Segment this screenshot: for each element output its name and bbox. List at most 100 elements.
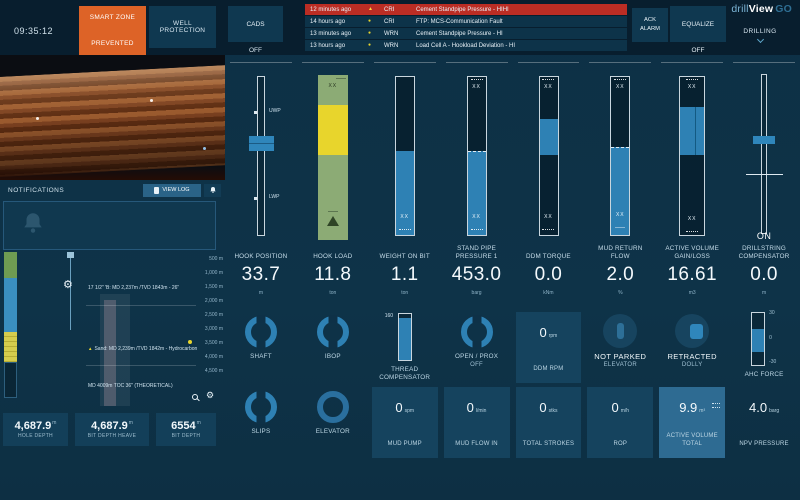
casing-annotation: 17 1/2" 'B: MD 2,237m /TVD 1843m - 26" (88, 285, 179, 291)
cads-label: CADS (246, 20, 265, 28)
mode-label: DRILLING (743, 28, 777, 35)
ddm-rpm-value: 0 (539, 325, 547, 340)
tick-marks (470, 79, 483, 80)
active-volume-total-card[interactable]: 9.9 m³ ACTIVE VOLUME TOTAL (656, 385, 728, 460)
logo-go: GO (775, 3, 792, 15)
dolly-status: RETRACTED (667, 352, 717, 361)
logo-drill: drill (731, 3, 749, 15)
mud-flow-in-card[interactable]: 0 l/min MUD FLOW IN (441, 385, 513, 460)
warning-triangle-icon (326, 216, 339, 226)
thread-compensator-indicator[interactable]: 160 THREAD COMPENSATOR (369, 310, 441, 385)
notifications-bell-button[interactable] (204, 183, 221, 197)
hook-load-green-bottom (317, 155, 348, 240)
tick-marks (614, 79, 627, 80)
depth-tick: 2,500 m (204, 312, 223, 318)
mud-return-bar (610, 76, 631, 236)
elevator-icon (603, 314, 638, 348)
alarm-time: 12 minutes ago (310, 6, 352, 13)
camera-dot (203, 147, 206, 150)
annotation-text: Sand: MD 2,239m /TVD 1842m - Hydrocarbon (94, 346, 198, 352)
gauge-drillstring-compensator: ON DRILLSTRING COMPENSATOR 0.0 m (728, 55, 800, 310)
gauge-value: 33.7 (241, 264, 281, 285)
torque-bar (538, 76, 559, 236)
status-row-bottom: SLIPS ELEVATOR 0 spm MUD PUMP 0 l/min MUD … (225, 385, 800, 460)
alarm-row[interactable]: 13 hours ago ● WRN Load Cell A - Hookloa… (305, 40, 627, 51)
smart-zone-button[interactable]: SMART ZONE PREVENTED (79, 6, 146, 55)
shaft-indicator[interactable]: SHAFT (225, 310, 297, 385)
active-volume-total-unit: m³ (699, 408, 706, 414)
alarm-row[interactable]: 12 minutes ago ▲ CRI Cement Standpipe Pr… (305, 4, 627, 15)
bit-depth-heave-label: BIT DEPTH HEAVE (87, 433, 137, 439)
compensator-cursor[interactable] (753, 136, 776, 144)
alarm-severity: CRI (384, 6, 395, 13)
thread-comp-scale: 160 (384, 313, 394, 319)
search-icon[interactable] (192, 394, 198, 400)
compensator-status: ON (756, 231, 772, 241)
mode-selector[interactable]: DRILLING (728, 22, 792, 48)
stratigraphy-bar (4, 252, 17, 398)
gauge-label: ACTIVE VOLUME GAIN/LOSS (665, 245, 720, 261)
alarm-row[interactable]: 13 minutes ago ● WRN Cement Standpipe Pr… (305, 28, 627, 39)
gauge-unit: ton (329, 290, 337, 296)
gear-icon[interactable]: ⚙ (63, 279, 73, 291)
rop-value: 0 (611, 400, 619, 415)
cads-button[interactable]: CADS (228, 6, 283, 42)
mud-pump-card[interactable]: 0 spm MUD PUMP (369, 385, 441, 460)
equalize-button[interactable]: EQUALIZE (670, 6, 726, 42)
slips-arc-icon (244, 391, 277, 423)
ahc-tick: -30 (769, 359, 777, 365)
total-strokes-card[interactable]: 0 stks TOTAL STROKES (513, 385, 585, 460)
gear-icon[interactable]: ⚙ (206, 390, 215, 400)
open-prox-indicator[interactable]: OPEN / PROX OFF (441, 310, 513, 385)
clock: 09:35:12 (14, 26, 54, 36)
elevator-park-indicator[interactable]: NOT PARKED ELEVATOR (584, 310, 656, 385)
gauge-value: 453.0 (451, 264, 502, 285)
mud-pump-value: 0 (395, 400, 403, 415)
mud-flow-in-label: MUD FLOW IN (455, 441, 498, 448)
well-protection-button[interactable]: WELL PROTECTION (149, 6, 216, 48)
cads-state: OFF (249, 47, 262, 54)
uwp-mark (254, 111, 257, 114)
warning-triangle-icon: ▲ (88, 346, 93, 351)
sand-annotation: ▲ Sand: MD 2,239m /TVD 1842m - Hydrocarbo… (88, 346, 197, 352)
ibop-arc-icon (316, 316, 349, 348)
mud-pump-unit: spm (404, 408, 415, 414)
depth-slider-handle[interactable] (67, 252, 74, 258)
wob-bar (394, 76, 415, 236)
gauge-label: DDM TORQUE (526, 253, 571, 261)
hook-position-cursor[interactable] (249, 136, 274, 151)
camera-dot (150, 99, 153, 102)
hole-depth-label: HOLE DEPTH (18, 433, 53, 439)
gauge-weight-on-bit: XX WEIGHT ON BIT 1.1 ton (369, 55, 441, 310)
mud-flow-in-unit: l/min (475, 408, 487, 414)
dolly-icon (675, 314, 710, 348)
total-strokes-unit: stks (548, 408, 558, 414)
casing-shoe-line (86, 365, 196, 366)
bit-depth-heave-value: 4,687.9 (91, 420, 128, 432)
hook-load-yellow-band (317, 105, 348, 155)
alarm-row[interactable]: 14 hours ago ● CRI FTP: MCS-Communicatio… (305, 16, 627, 27)
elevator-indicator[interactable]: ELEVATOR (297, 385, 369, 460)
gauge-value: 0.0 (750, 264, 778, 285)
alarm-severity: CRI (384, 18, 395, 25)
drill-pipe-image (0, 64, 225, 178)
slips-indicator[interactable]: SLIPS (225, 385, 297, 460)
ddm-rpm-card[interactable]: 0 rpm DDM RPM (513, 310, 585, 385)
ahc-tick: 30 (769, 310, 775, 316)
open-prox-arc-icon (460, 316, 493, 348)
dolly-indicator[interactable]: RETRACTED DOLLY (656, 310, 728, 385)
ibop-indicator[interactable]: IBOP (297, 310, 369, 385)
gauge-standpipe-pressure: XX XX STAND PIPE PRESSURE 1 453.0 barg (441, 55, 513, 310)
rop-unit: m/h (620, 408, 630, 414)
status-row-middle: SHAFT IBOP 160 THREAD COMPENSATOR OPEN /… (225, 310, 800, 385)
ahc-fill (752, 329, 765, 352)
view-log-button[interactable]: VIEW LOG (143, 183, 201, 197)
ack-alarm-button[interactable]: ACK ALARM (632, 8, 668, 42)
bit-depth-heave-unit: m (128, 420, 133, 426)
ahc-label: AHC FORCE (744, 371, 784, 378)
gauge-label: HOOK POSITION (234, 253, 288, 261)
gauge-unit: kNm (543, 290, 554, 296)
well-schematic: ⚙ 17 1/2" 'B: MD 2,237m /TVD 1843m - 26"… (0, 252, 225, 408)
rop-card[interactable]: 0 m/h ROP (584, 385, 656, 460)
gauge-unit: ton (401, 290, 409, 296)
